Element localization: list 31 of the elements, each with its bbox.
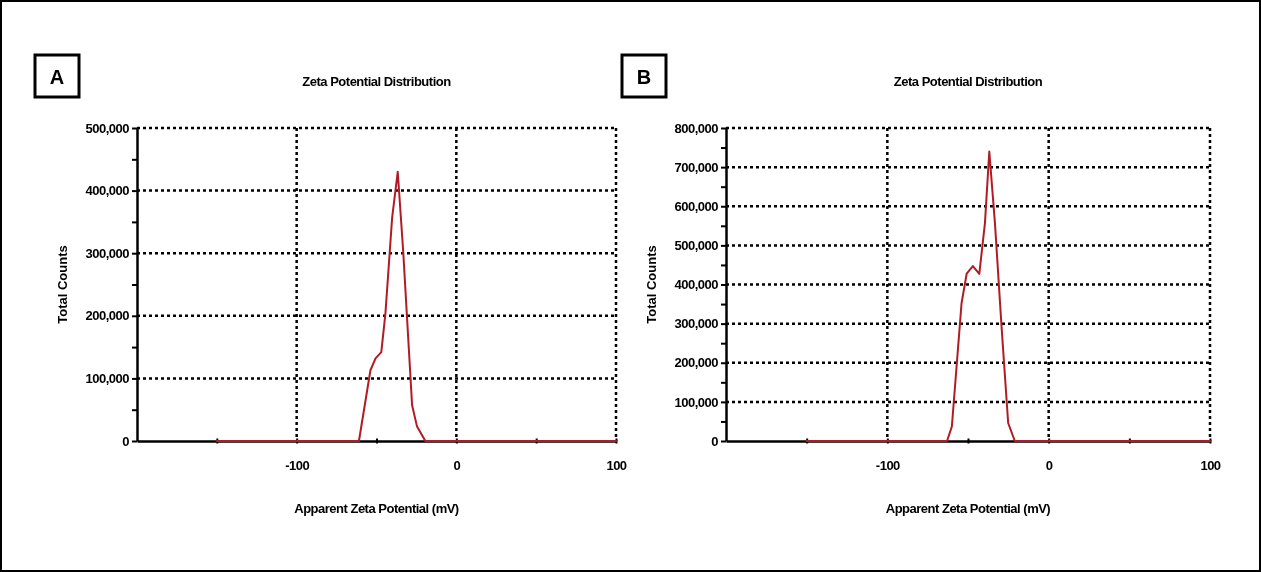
x-tick-label: 100 <box>606 457 627 473</box>
x-tick-label: -100 <box>875 457 901 473</box>
chart-title: Zeta Potential Distribution <box>893 74 1043 89</box>
x-tick-label: 100 <box>1200 457 1221 473</box>
line-series <box>805 150 1211 442</box>
y-tick-label: 200,000 <box>674 355 719 371</box>
y-tick-label: 700,000 <box>674 159 719 175</box>
chart-title: Zeta Potential Distribution <box>302 74 452 89</box>
y-tick-label: 0 <box>711 433 719 449</box>
line-series <box>215 170 617 442</box>
y-axis-title: Total Counts <box>644 245 659 324</box>
x-axis-title: Apparent Zeta Potential (mV) <box>294 501 459 516</box>
y-axis-title: Total Counts <box>55 245 70 324</box>
text: B <box>636 66 652 88</box>
y-tick-label: 500,000 <box>674 238 719 254</box>
text: A <box>49 66 65 88</box>
y-tick-label: 400,000 <box>674 277 719 293</box>
x-tick-label: 0 <box>453 457 461 473</box>
y-tick-label: 400,000 <box>85 183 130 199</box>
y-tick-label: 0 <box>122 433 130 449</box>
y-tick-label: 300,000 <box>674 316 719 332</box>
x-axis-title: Apparent Zeta Potential (mV) <box>885 501 1051 516</box>
y-tick-label: 500,000 <box>85 120 130 136</box>
y-tick-label: 600,000 <box>674 198 719 214</box>
y-tick-label: 200,000 <box>85 308 130 324</box>
y-tick-label: 100,000 <box>674 394 719 410</box>
x-tick-label: 0 <box>1045 457 1053 473</box>
x-tick-label: -100 <box>285 457 310 473</box>
y-tick-label: 300,000 <box>85 245 130 261</box>
y-tick-label: 800,000 <box>674 120 719 136</box>
y-tick-label: 100,000 <box>85 371 130 387</box>
